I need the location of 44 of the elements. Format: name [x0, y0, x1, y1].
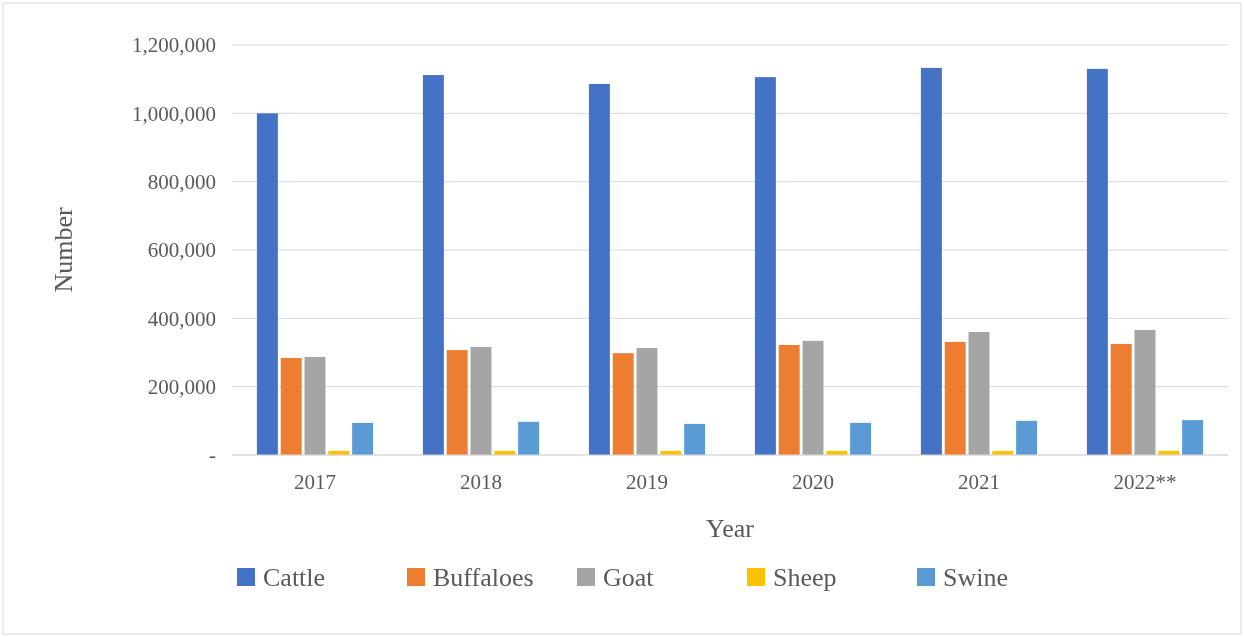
bar — [802, 340, 824, 455]
bar — [304, 356, 326, 455]
x-tick-label: 2018 — [460, 470, 502, 494]
bar — [850, 422, 872, 455]
legend-label: Cattle — [263, 563, 326, 593]
x-tick-label: 2021 — [958, 470, 1000, 494]
bar — [470, 347, 492, 455]
y-tick-label: - — [209, 443, 216, 468]
y-tick-label: 1,200,000 — [132, 33, 216, 58]
bar — [968, 332, 990, 455]
bar — [280, 357, 302, 455]
x-tick-label: 2017 — [294, 470, 336, 494]
bar — [1016, 420, 1038, 455]
bar — [1134, 329, 1156, 455]
bar — [588, 83, 610, 455]
bar — [778, 344, 800, 455]
legend-label: Sheep — [773, 563, 837, 593]
y-tick-label: 800,000 — [147, 170, 216, 195]
bar — [352, 422, 374, 455]
x-tick-label: 2022** — [1113, 470, 1177, 494]
bar — [684, 423, 706, 455]
bar — [518, 421, 540, 455]
bar — [612, 353, 634, 455]
bar — [1182, 420, 1204, 455]
x-tick-label: 2020 — [792, 470, 834, 494]
legend-label: Swine — [943, 563, 1008, 593]
y-tick-label: 400,000 — [147, 306, 216, 331]
bar — [920, 67, 942, 455]
bar — [256, 113, 278, 455]
bar — [754, 77, 776, 455]
bar — [1086, 68, 1108, 455]
x-tick-label: 2019 — [626, 470, 668, 494]
x-axis-title: Year — [706, 514, 755, 543]
bar — [636, 348, 658, 455]
y-tick-label: 1,000,000 — [132, 101, 216, 126]
bar — [422, 75, 444, 455]
legend-label: Goat — [603, 563, 655, 593]
bar — [944, 341, 966, 455]
y-tick-label: 200,000 — [147, 375, 216, 400]
bar — [446, 350, 468, 455]
bar — [1110, 343, 1132, 455]
legend-label: Buffaloes — [433, 563, 534, 593]
y-axis-title: Number — [49, 207, 78, 293]
y-tick-label: 600,000 — [147, 238, 216, 263]
